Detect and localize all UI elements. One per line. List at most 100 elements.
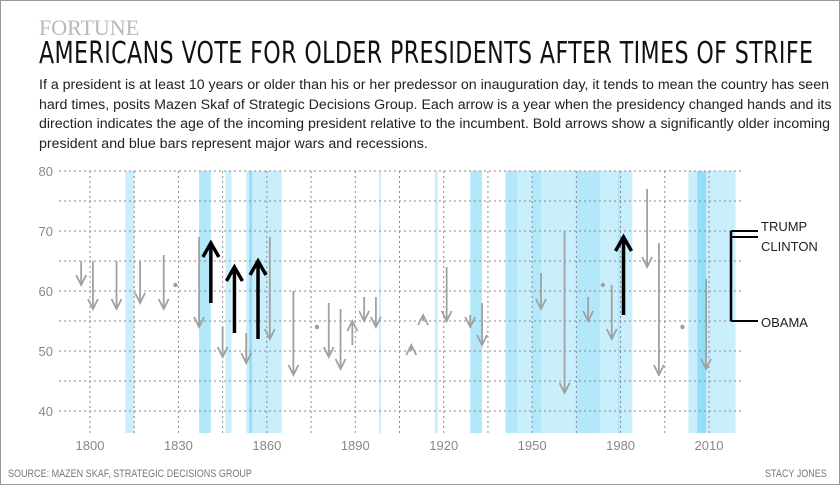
arrow-head	[358, 310, 370, 324]
arrow-head	[476, 334, 488, 348]
arrow	[314, 324, 320, 330]
arrow-head	[240, 352, 253, 366]
arrow-head	[75, 274, 87, 288]
event-band	[269, 171, 282, 433]
y-tick-label: 40	[39, 404, 53, 419]
arrow	[157, 255, 170, 312]
grid-layer	[59, 170, 741, 433]
arrow	[641, 189, 653, 270]
bold-arrow	[224, 263, 244, 333]
event-band	[249, 171, 253, 433]
arrow-head	[201, 239, 221, 258]
arrow-head	[157, 298, 170, 312]
arrow-head	[287, 364, 300, 378]
chart-description: If a president is at least 10 years or o…	[39, 77, 832, 152]
arrow-head	[700, 358, 712, 372]
x-tick-label: 2010	[695, 438, 724, 453]
annotations-layer: TRUMP CLINTON OBAMA	[729, 219, 818, 330]
arrow-head	[582, 310, 594, 324]
arrows-layer	[75, 189, 712, 396]
arrow	[358, 297, 370, 324]
arrow-head	[134, 292, 146, 306]
credit: STACY JONES	[765, 468, 827, 480]
event-band	[617, 171, 621, 433]
annotation-label-clinton: CLINTON	[761, 239, 818, 254]
event-band	[470, 171, 483, 433]
x-tick-label: 1860	[252, 438, 281, 453]
chart-title: AMERICANS VOTE FOR OLDER PRESIDENTS AFTE…	[39, 36, 814, 71]
arrow-head	[110, 298, 123, 312]
arrow-head	[334, 358, 347, 372]
event-band	[258, 171, 267, 433]
arrow-head	[248, 257, 268, 276]
arrow-head	[464, 316, 477, 330]
no-change-dot	[314, 324, 320, 330]
arrow-head	[263, 328, 276, 342]
arrow	[87, 261, 99, 312]
event-band	[505, 171, 518, 433]
event-band	[378, 171, 381, 433]
x-tick-label: 1920	[429, 438, 458, 453]
event-band	[434, 171, 438, 433]
y-tick-label: 80	[39, 164, 53, 179]
arrow	[582, 297, 594, 324]
arrow	[287, 291, 300, 378]
arrow	[600, 282, 606, 288]
arrow	[322, 303, 335, 360]
no-change-dot	[173, 282, 178, 288]
x-tick-label: 1980	[606, 438, 635, 453]
arrow	[134, 261, 146, 306]
arrow-head	[193, 316, 205, 330]
arrow-head	[224, 263, 244, 282]
ticks-layer: 40 50 60 70 80 1800 1830 1860 1890 1920 1950 1980 20…	[39, 164, 724, 453]
arrow	[193, 237, 205, 330]
arrow-head	[558, 382, 571, 396]
arrow	[535, 273, 547, 312]
arrow	[216, 327, 229, 360]
no-change-dot	[600, 282, 606, 288]
arrow	[110, 261, 123, 312]
annotation-label-trump: TRUMP	[761, 219, 807, 234]
bands-layer	[125, 171, 736, 433]
bold-arrow	[248, 257, 268, 339]
arrow-head	[605, 328, 618, 342]
arrow	[464, 315, 477, 330]
arrow	[653, 243, 665, 378]
arrow	[370, 297, 382, 330]
arrow	[700, 279, 712, 372]
event-band	[505, 171, 633, 433]
x-tick-label: 1890	[341, 438, 370, 453]
arrow-head	[216, 346, 229, 360]
arrow	[440, 267, 453, 324]
x-tick-label: 1830	[164, 438, 193, 453]
arrow-head	[535, 298, 547, 312]
arrow	[476, 303, 488, 348]
arrow-head	[417, 312, 429, 326]
arrow-head	[405, 342, 418, 356]
arrow-head	[322, 346, 335, 360]
event-band	[688, 171, 736, 433]
no-change-dot	[680, 324, 685, 330]
y-tick-label: 50	[39, 344, 53, 359]
arrow	[240, 333, 253, 366]
source-note: SOURCE: MAZEN SKAF, STRATEGIC DECISIONS …	[8, 468, 252, 480]
arrow	[558, 231, 571, 396]
arrow	[75, 261, 87, 288]
arrow	[680, 324, 685, 330]
arrow-head	[440, 310, 453, 324]
arrow	[334, 309, 347, 372]
arrow	[173, 282, 178, 288]
arrow	[405, 342, 418, 356]
arrow	[605, 285, 618, 342]
event-band	[225, 171, 232, 433]
arrow-head	[641, 256, 653, 270]
bold-arrow	[613, 233, 634, 315]
y-tick-label: 60	[39, 284, 53, 299]
x-tick-label: 1800	[76, 438, 105, 453]
event-band	[697, 171, 707, 433]
event-band	[199, 171, 211, 433]
arrow-head	[87, 298, 99, 312]
brand-logo: FORTUNE	[39, 15, 140, 40]
event-band	[125, 171, 135, 433]
